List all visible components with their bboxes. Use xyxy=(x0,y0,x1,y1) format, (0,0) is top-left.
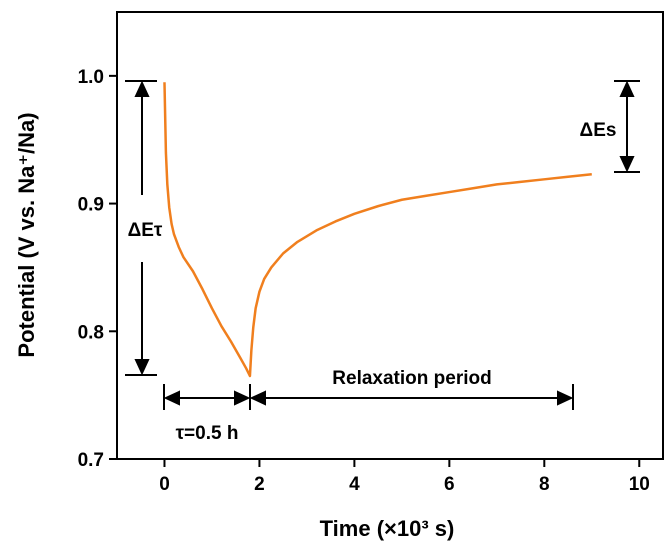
annotation-arrows xyxy=(125,80,640,410)
annotation: ΔEs xyxy=(580,120,617,141)
x-tick-label: 4 xyxy=(349,474,360,495)
annotation: ΔEτ xyxy=(128,220,163,241)
y-tick-label: 0.9 xyxy=(78,195,104,216)
x-tick-label: 0 xyxy=(159,474,170,495)
x-axis-label: Time (×10³ s) xyxy=(320,516,455,541)
y-tick-label: 0.8 xyxy=(78,322,104,343)
x-tick-label: 8 xyxy=(539,474,550,495)
y-tick-label: 0.7 xyxy=(78,450,104,471)
plot-frame xyxy=(116,11,664,460)
annotation: Relaxation period xyxy=(332,368,491,389)
x-tick-label: 6 xyxy=(444,474,455,495)
x-tick-label: 2 xyxy=(254,474,265,495)
y-axis-label: Potential (V vs. Na⁺/Na) xyxy=(14,112,39,357)
annotation: τ=0.5 h xyxy=(176,423,239,444)
y-tick-label: 1.0 xyxy=(78,67,104,88)
data-line xyxy=(163,82,592,378)
x-tick-label: 10 xyxy=(629,474,650,495)
